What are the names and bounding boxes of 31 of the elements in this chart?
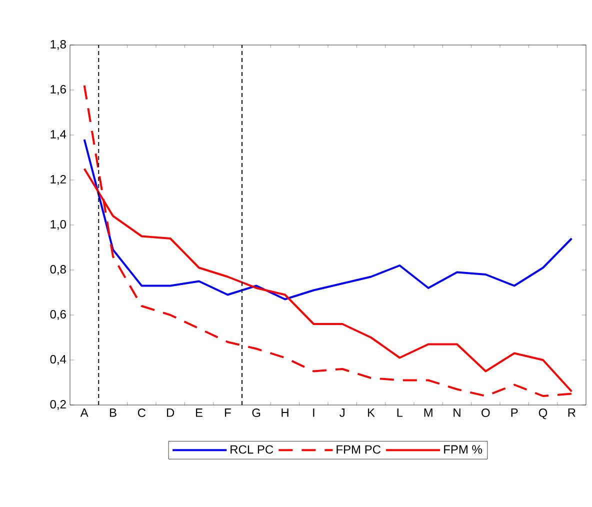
y-tick-label: 1,6 [50,85,66,95]
x-tick-label: F [224,408,231,417]
y-tick-label: 0,2 [50,400,66,410]
y-tick-label: 1,8 [50,40,66,50]
x-tick-label: B [110,408,116,417]
y-tick-label: 0,8 [50,265,66,275]
x-tick-label: Q [538,408,548,420]
x-tick-label: K [368,408,375,417]
x-tick-label: J [340,408,344,417]
y-tick-label: 0,6 [50,310,66,320]
y-tick-label: 0,4 [50,355,66,365]
x-tick-label: E [196,408,202,417]
x-tick-label: I [313,408,314,417]
x-tick-label: P [511,408,518,417]
x-tick-label: D [166,408,174,417]
x-tick-label: G [252,408,260,418]
x-tick-label: C [138,408,146,418]
x-tick-label: N [454,408,460,417]
x-tick-label: R [568,408,576,417]
y-tick-label: 1,0 [50,220,66,230]
y-tick-label: 1,4 [50,130,66,140]
y-tick-label: 1,2 [50,175,66,185]
x-tick-label: M [424,408,432,417]
x-tick-label: O [482,408,490,418]
legend-label: FPM PC [336,445,381,454]
line-series [83,138,573,300]
x-tick-label: L [397,408,403,417]
legend-label: FPM % [444,445,482,454]
x-tick-label: H [282,408,288,417]
legend-label: RCL PC [230,445,274,454]
x-tick-label: A [80,408,88,417]
